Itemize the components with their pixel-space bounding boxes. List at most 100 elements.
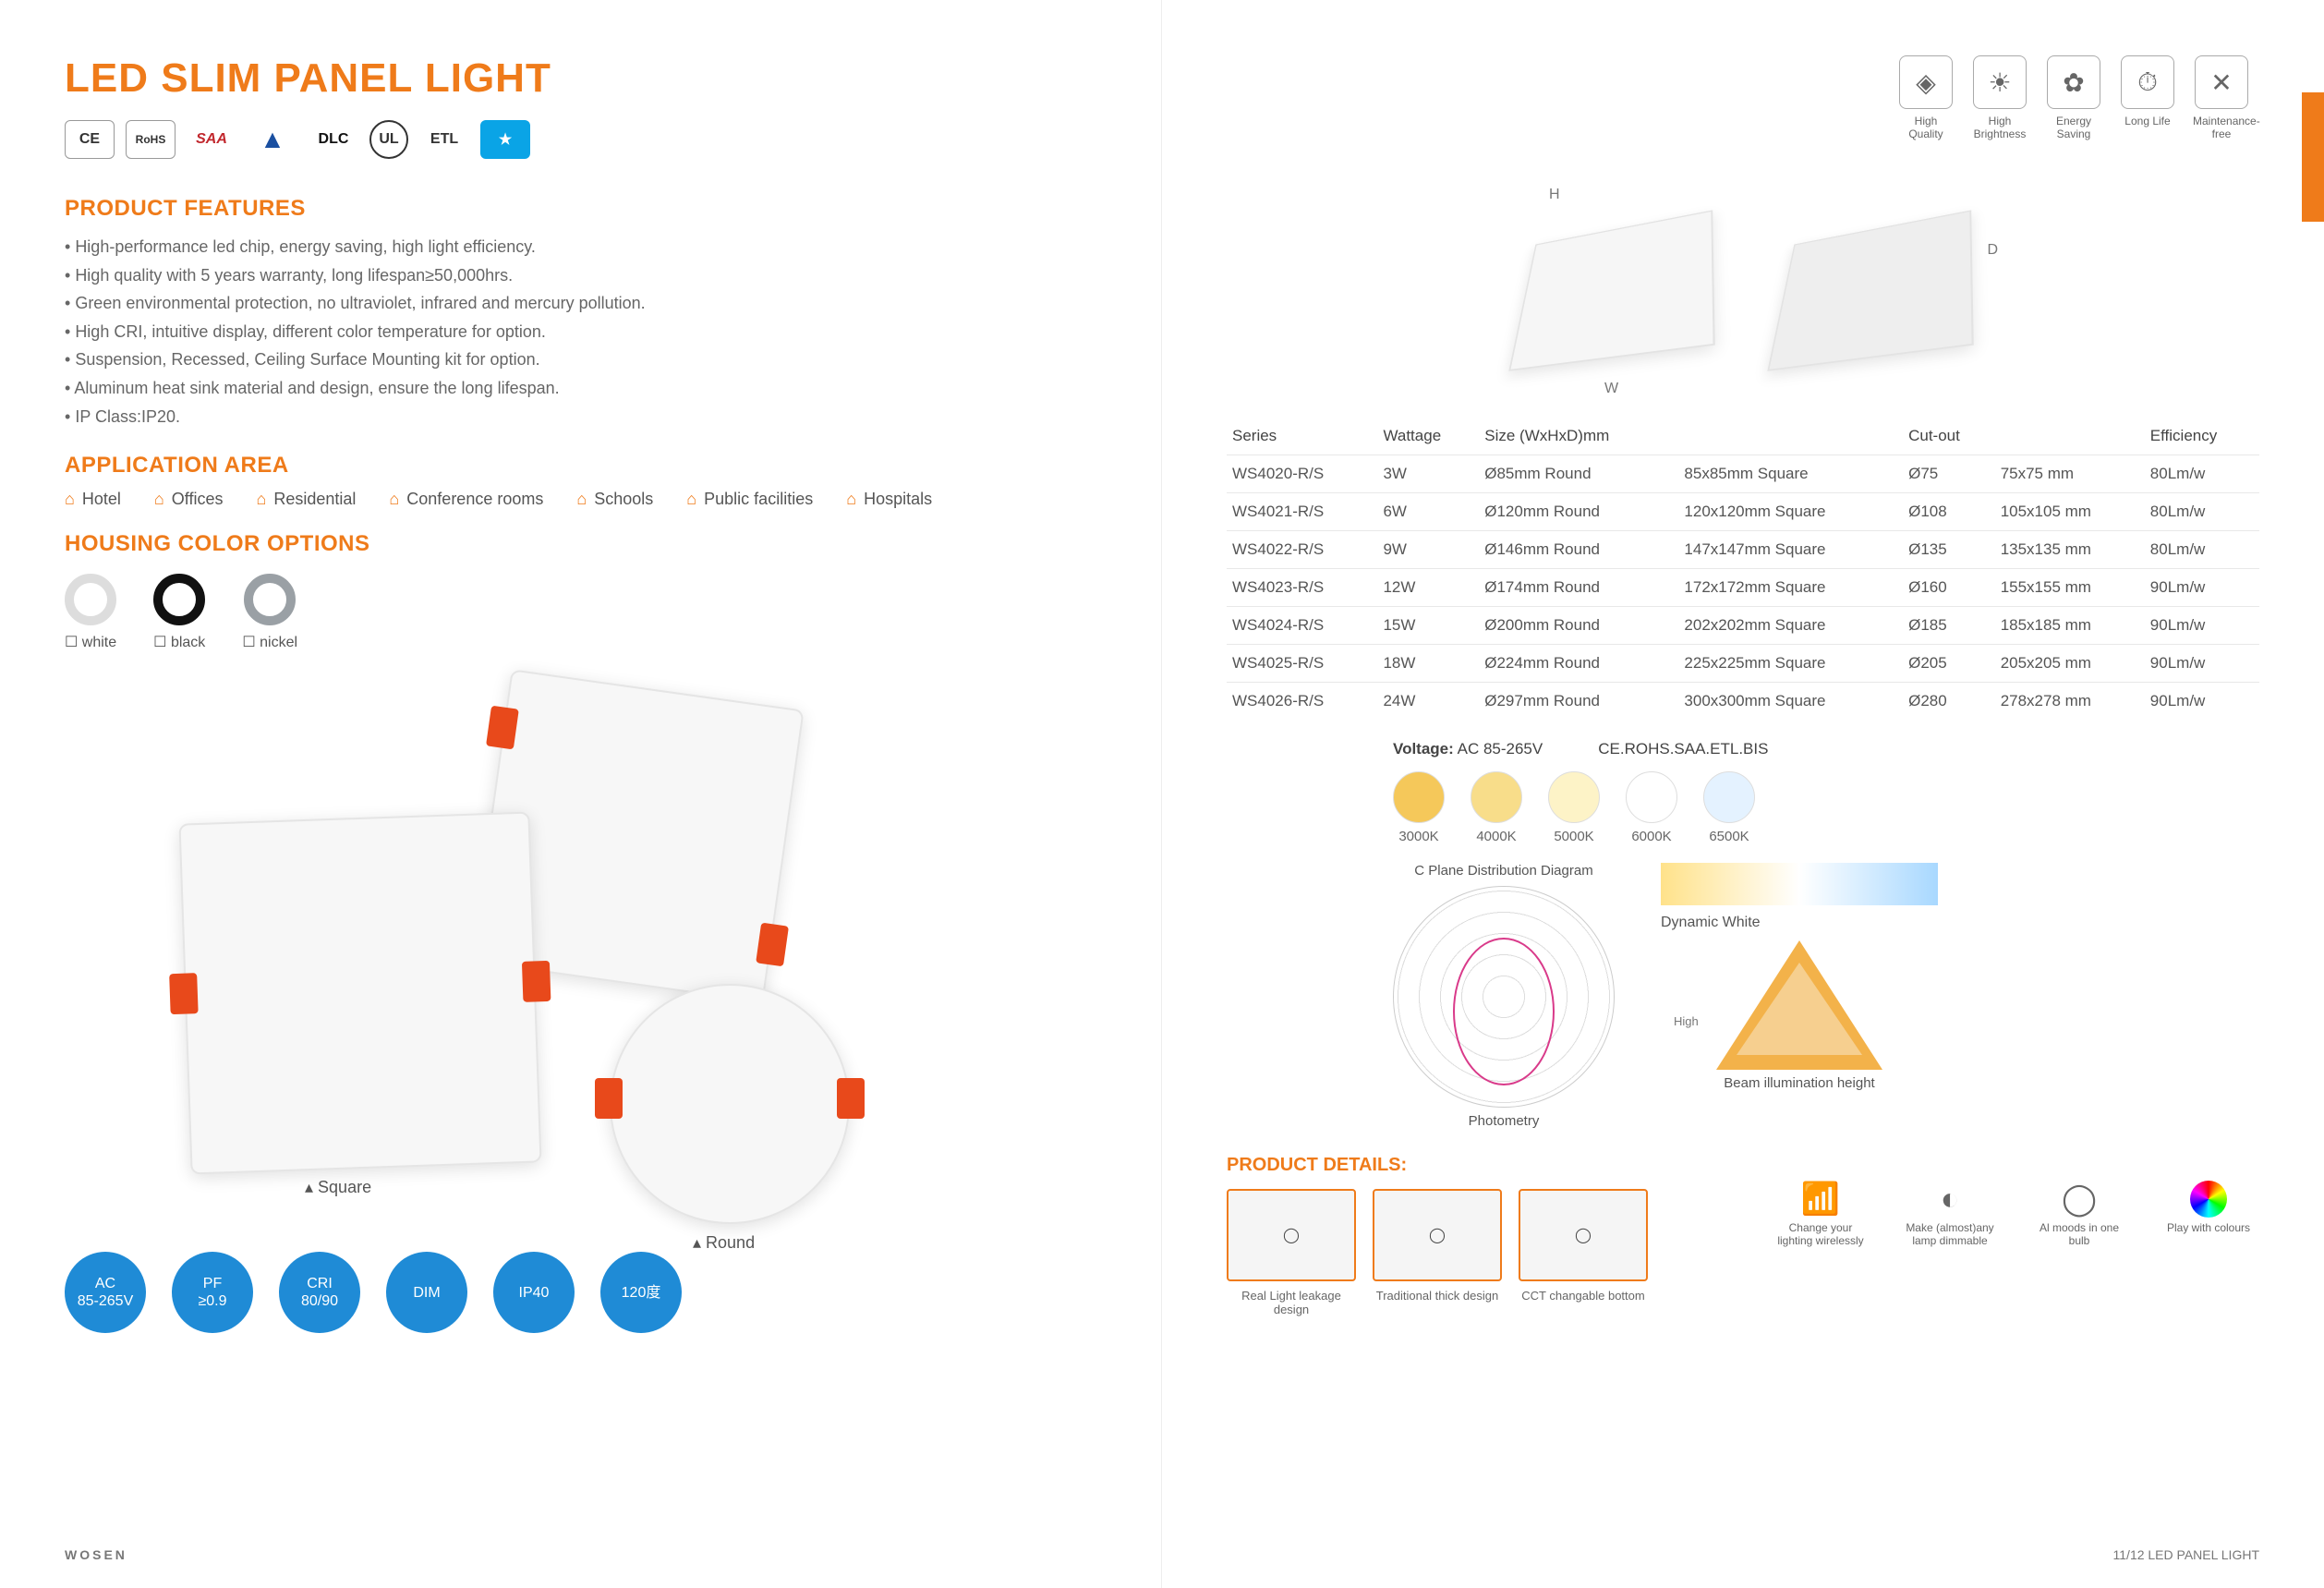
detail-thumbs: ◯Real Light leakage design ◯Traditional … xyxy=(1227,1189,1648,1316)
table-header xyxy=(1678,418,1903,455)
swatch-white: ☐ white xyxy=(65,574,116,651)
voltage-row: Voltage: AC 85-265V CE.ROHS.SAA.ETL.BIS xyxy=(1393,740,2259,758)
table-row: WS4023-R/S12WØ174mm Round172x172mm Squar… xyxy=(1227,569,2259,607)
cct-row: 3000K 4000K 5000K 6000K 6500K xyxy=(1393,771,2259,844)
app-item: ⌂Conference rooms xyxy=(389,490,543,509)
table-row: WS4026-R/S24WØ297mm Round300x300mm Squar… xyxy=(1227,683,2259,721)
app-item: ⌂Schools xyxy=(576,490,653,509)
home-icon: ⌂ xyxy=(256,490,266,509)
quality-icon: ✕Maintenance-free xyxy=(2193,55,2250,140)
app-item: ⌂Offices xyxy=(154,490,224,509)
table-row: WS4024-R/S15WØ200mm Round202x202mm Squar… xyxy=(1227,607,2259,645)
home-icon: ⌂ xyxy=(389,490,399,509)
brand-footer: WOSEN xyxy=(65,1547,127,1562)
table-header: Efficiency xyxy=(2145,418,2259,455)
home-icon: ⌂ xyxy=(65,490,75,509)
cct-swatch: 6000K xyxy=(1626,771,1677,844)
thumb: ◯Traditional thick design xyxy=(1373,1189,1502,1316)
home-icon: ⌂ xyxy=(576,490,587,509)
table-row: WS4021-R/S6WØ120mm Round120x120mm Square… xyxy=(1227,493,2259,531)
color-icon: Play with colours xyxy=(2158,1177,2259,1247)
details-heading: PRODUCT DETAILS: xyxy=(1227,1155,1648,1176)
app-item: ⌂Public facilities xyxy=(686,490,813,509)
cct-swatch: 5000K xyxy=(1548,771,1600,844)
cert-dlc: DLC xyxy=(309,120,358,159)
cert-energystar: ★ xyxy=(480,120,530,159)
app-item: ⌂Hotel xyxy=(65,490,121,509)
diamond-icon: ◈ xyxy=(1899,55,1953,109)
polar-diagram: C Plane Distribution Diagram Photometry xyxy=(1393,863,1615,1129)
badge-dim: DIM xyxy=(386,1252,467,1333)
cert-etl: ETL xyxy=(419,120,469,159)
page-number: 11/12 LED PANEL LIGHT xyxy=(2113,1547,2259,1562)
table-row: WS4022-R/S9WØ146mm Round147x147mm Square… xyxy=(1227,531,2259,569)
dynamic-white: Dynamic White High Beam illumination hei… xyxy=(1661,863,1938,1091)
application-heading: APPLICATION AREA xyxy=(65,453,1096,479)
round-caption: ▴ Round xyxy=(693,1233,755,1253)
table-row: WS4020-R/S3WØ85mm Round85x85mm SquareØ75… xyxy=(1227,455,2259,493)
app-item: ⌂Hospitals xyxy=(846,490,932,509)
table-header: Series xyxy=(1227,418,1377,455)
home-icon: ⌂ xyxy=(846,490,856,509)
wifi-icon: 📶Change your lighting wirelessly xyxy=(1770,1177,1871,1247)
badge-angle: 120度 xyxy=(600,1252,682,1333)
application-list: ⌂Hotel ⌂Offices ⌂Residential ⌂Conference… xyxy=(65,490,1096,509)
leaf-icon: ✿ xyxy=(2047,55,2100,109)
clock-icon: ⏱ xyxy=(2121,55,2174,109)
feature-item: Green environmental protection, no ultra… xyxy=(65,289,1096,318)
page-title: LED SLIM PANEL LIGHT xyxy=(65,55,1096,102)
feature-item: IP Class:IP20. xyxy=(65,403,1096,431)
dim-front xyxy=(1508,210,1714,370)
page-tab xyxy=(2302,92,2324,222)
spec-table: SeriesWattageSize (WxHxD)mm Cut-out Effici… xyxy=(1227,418,2259,720)
square-caption: ▴ Square xyxy=(305,1178,371,1197)
sun-icon: ☀ xyxy=(1973,55,2027,109)
quality-icon: ☀High Brightness xyxy=(1971,55,2028,140)
swatch-black: ☐ black xyxy=(153,574,205,651)
features-list: High-performance led chip, energy saving… xyxy=(65,233,1096,430)
quality-icon: ✿Energy Saving xyxy=(2045,55,2102,140)
home-icon: ⌂ xyxy=(686,490,696,509)
spec-badges: AC85-265V PF≥0.9 CRI80/90 DIM IP40 120度 xyxy=(65,1252,1096,1333)
feature-item: High quality with 5 years warranty, long… xyxy=(65,261,1096,290)
app-item: ⌂Residential xyxy=(256,490,356,509)
cert-line: CE.ROHS.SAA.ETL.BIS xyxy=(1598,740,1768,758)
cert-ce: CE xyxy=(65,120,115,159)
feature-icons: 📶Change your lighting wirelessly ◐Make (… xyxy=(1770,1177,2259,1247)
feature-item: High-performance led chip, energy saving… xyxy=(65,233,1096,261)
cert-saa: SAA xyxy=(187,120,236,159)
swatch-nickel: ☐ nickel xyxy=(242,574,297,651)
cert-row: CE RoHS SAA ▲ DLC UL ETL ★ xyxy=(65,120,1096,159)
moods-icon: ◯Al moods in one bulb xyxy=(2028,1177,2130,1247)
cct-swatch: 4000K xyxy=(1471,771,1522,844)
round-panel xyxy=(610,984,850,1224)
feature-item: Suspension, Recessed, Ceiling Surface Mo… xyxy=(65,345,1096,374)
table-header xyxy=(1995,418,2145,455)
thumb: ◯CCT changable bottom xyxy=(1519,1189,1648,1316)
feature-item: Aluminum heat sink material and design, … xyxy=(65,374,1096,403)
quality-icon: ⏱Long Life xyxy=(2119,55,2176,140)
badge-pf: PF≥0.9 xyxy=(172,1252,253,1333)
cct-swatch: 3000K xyxy=(1393,771,1445,844)
tools-icon: ✕ xyxy=(2195,55,2248,109)
table-header: Wattage xyxy=(1377,418,1479,455)
badge-voltage: AC85-265V xyxy=(65,1252,146,1333)
dim-back xyxy=(1767,210,1973,370)
badge-ip: IP40 xyxy=(493,1252,575,1333)
quality-icon: ◈High Quality xyxy=(1897,55,1955,140)
housing-swatches: ☐ white ☐ black ☐ nickel xyxy=(65,574,1096,651)
features-heading: PRODUCT FEATURES xyxy=(65,196,1096,222)
square-panel-front xyxy=(178,812,541,1175)
table-header: Cut-out xyxy=(1903,418,1995,455)
home-icon: ⌂ xyxy=(154,490,164,509)
table-header: Size (WxHxD)mm xyxy=(1479,418,1678,455)
quality-icons: ◈High Quality ☀High Brightness ✿Energy S… xyxy=(1227,55,2250,140)
dim-icon: ◐Make (almost)any lamp dimmable xyxy=(1899,1177,2001,1247)
feature-item: High CRI, intuitive display, different c… xyxy=(65,318,1096,346)
cct-swatch: 6500K xyxy=(1703,771,1755,844)
product-images: ▴ Square ▴ Round xyxy=(65,661,1096,1233)
table-row: WS4025-R/S18WØ224mm Round225x225mm Squar… xyxy=(1227,645,2259,683)
dimension-diagram: H W D xyxy=(1227,168,2259,408)
badge-cri: CRI80/90 xyxy=(279,1252,360,1333)
cert-triangle: ▲ xyxy=(248,120,297,159)
